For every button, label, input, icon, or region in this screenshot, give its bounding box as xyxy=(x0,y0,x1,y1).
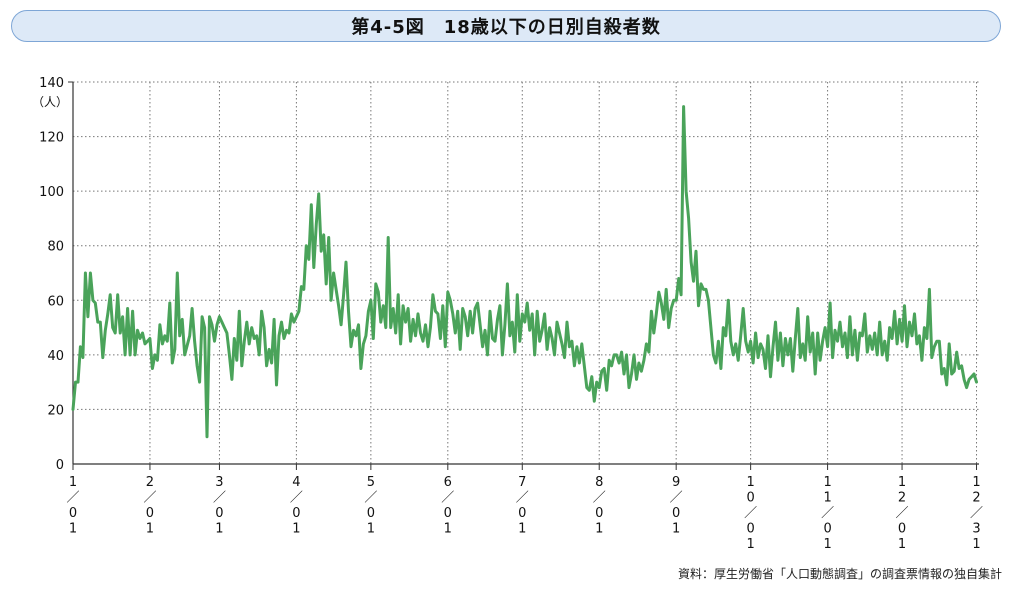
x-tick-label: 5 ／ 0 1 xyxy=(364,475,377,537)
y-tick-label: 60 xyxy=(47,294,64,309)
y-axis-unit-label: （人） xyxy=(32,95,68,109)
x-tick-label: 1 2 ／ 3 1 xyxy=(970,475,983,552)
x-tick-label: 1 0 ／ 0 1 xyxy=(744,475,757,552)
y-tick-label: 0 xyxy=(56,458,64,473)
y-tick-label: 40 xyxy=(47,349,64,364)
y-tick-label: 20 xyxy=(47,403,64,418)
x-tick-label: 8 ／ 0 1 xyxy=(593,475,606,537)
chart-title: 第4-5図 18歳以下の日別自殺者数 xyxy=(351,17,661,38)
x-tick-label: 6 ／ 0 1 xyxy=(441,475,454,537)
x-tick-label: 1 1 ／ 0 1 xyxy=(821,475,834,552)
x-tick-label: 9 ／ 0 1 xyxy=(670,475,683,537)
x-tick-label: 2 ／ 0 1 xyxy=(143,475,156,537)
source-note: 資料：厚生労働省「人口動態調査」の調査票情報の独自集計 xyxy=(677,567,1002,581)
x-tick-label: 1 2 ／ 0 1 xyxy=(896,475,909,552)
x-tick-label: 7 ／ 0 1 xyxy=(516,475,529,537)
y-tick-label: 80 xyxy=(47,240,64,255)
x-tick-label: 3 ／ 0 1 xyxy=(213,475,226,537)
y-tick-label: 100 xyxy=(39,185,64,200)
series-line xyxy=(71,105,978,439)
chart-title-bar: 第4-5図 18歳以下の日別自殺者数 xyxy=(11,10,1001,42)
x-tick-label: 4 ／ 0 1 xyxy=(290,475,303,537)
y-tick-label: 140 xyxy=(39,76,64,91)
x-tick-label: 1 ／ 0 1 xyxy=(66,475,79,537)
y-tick-label: 120 xyxy=(39,131,64,146)
